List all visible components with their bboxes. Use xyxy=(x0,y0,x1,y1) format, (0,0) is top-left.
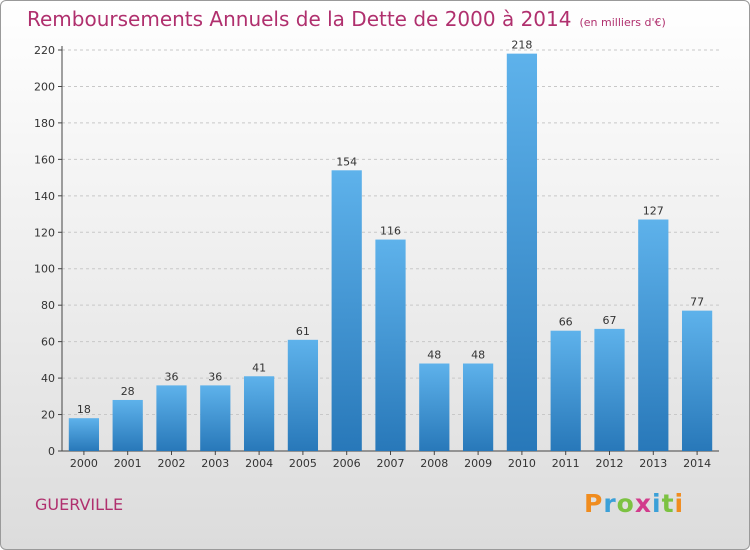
chart-subtitle: (en milliers d'€) xyxy=(579,16,666,29)
x-tick-label: 2005 xyxy=(289,457,317,470)
y-tick-label: 160 xyxy=(34,153,55,166)
y-tick-label: 20 xyxy=(41,409,55,422)
bar-value-label: 36 xyxy=(165,370,179,383)
x-tick-label: 2000 xyxy=(70,457,98,470)
bar-value-label: 41 xyxy=(252,361,266,374)
bar xyxy=(550,330,581,451)
bar xyxy=(375,239,406,451)
commune-name: GUERVILLE xyxy=(35,495,124,514)
x-tick-label: 2004 xyxy=(245,457,273,470)
bar-value-label: 66 xyxy=(559,316,573,329)
chart-title-text: Remboursements Annuels de la Dette de 20… xyxy=(27,7,572,31)
bar-value-label: 67 xyxy=(603,314,617,327)
bar-value-label: 48 xyxy=(471,349,485,362)
x-tick-label: 2011 xyxy=(552,457,580,470)
bar xyxy=(200,385,231,451)
y-tick-label: 220 xyxy=(34,44,55,57)
x-tick-label: 2014 xyxy=(683,457,711,470)
y-tick-label: 200 xyxy=(34,80,55,93)
x-tick-label: 2001 xyxy=(114,457,142,470)
x-tick-label: 2010 xyxy=(508,457,536,470)
y-tick-label: 100 xyxy=(34,263,55,276)
bar xyxy=(419,363,450,451)
bar-value-label: 18 xyxy=(77,403,91,416)
y-tick-label: 0 xyxy=(48,445,55,458)
bar xyxy=(156,385,187,451)
bar xyxy=(331,170,362,452)
bar xyxy=(506,53,538,452)
bar xyxy=(68,418,100,451)
y-tick-label: 40 xyxy=(41,372,55,385)
bar xyxy=(681,310,713,451)
bar-value-label: 36 xyxy=(208,370,222,383)
y-tick-label: 120 xyxy=(34,226,55,239)
x-tick-label: 2009 xyxy=(464,457,492,470)
bar xyxy=(243,376,275,451)
bar-value-label: 218 xyxy=(511,39,532,52)
bar-value-label: 116 xyxy=(380,225,401,238)
y-tick-label: 60 xyxy=(41,336,55,349)
x-tick-label: 2007 xyxy=(377,457,405,470)
chart-title: Remboursements Annuels de la Dette de 20… xyxy=(27,7,666,31)
bar xyxy=(594,328,625,451)
bar-value-label: 77 xyxy=(690,296,704,309)
y-tick-label: 140 xyxy=(34,190,55,203)
x-tick-label: 2003 xyxy=(201,457,229,470)
bar-value-label: 61 xyxy=(296,325,310,338)
bar-value-label: 127 xyxy=(643,205,664,218)
bar xyxy=(638,219,669,451)
y-tick-label: 80 xyxy=(41,299,55,312)
x-tick-label: 2008 xyxy=(420,457,448,470)
bar xyxy=(462,363,494,451)
bar xyxy=(112,399,143,451)
proxiti-logo: Proxiti xyxy=(584,489,685,518)
x-tick-label: 2002 xyxy=(158,457,186,470)
y-tick-label: 180 xyxy=(34,117,55,130)
bar-value-label: 48 xyxy=(427,349,441,362)
bar-value-label: 28 xyxy=(121,385,135,398)
x-tick-label: 2012 xyxy=(596,457,624,470)
x-tick-label: 2006 xyxy=(333,457,361,470)
bar xyxy=(287,339,319,451)
x-tick-label: 2013 xyxy=(639,457,667,470)
bar-value-label: 154 xyxy=(336,155,357,168)
